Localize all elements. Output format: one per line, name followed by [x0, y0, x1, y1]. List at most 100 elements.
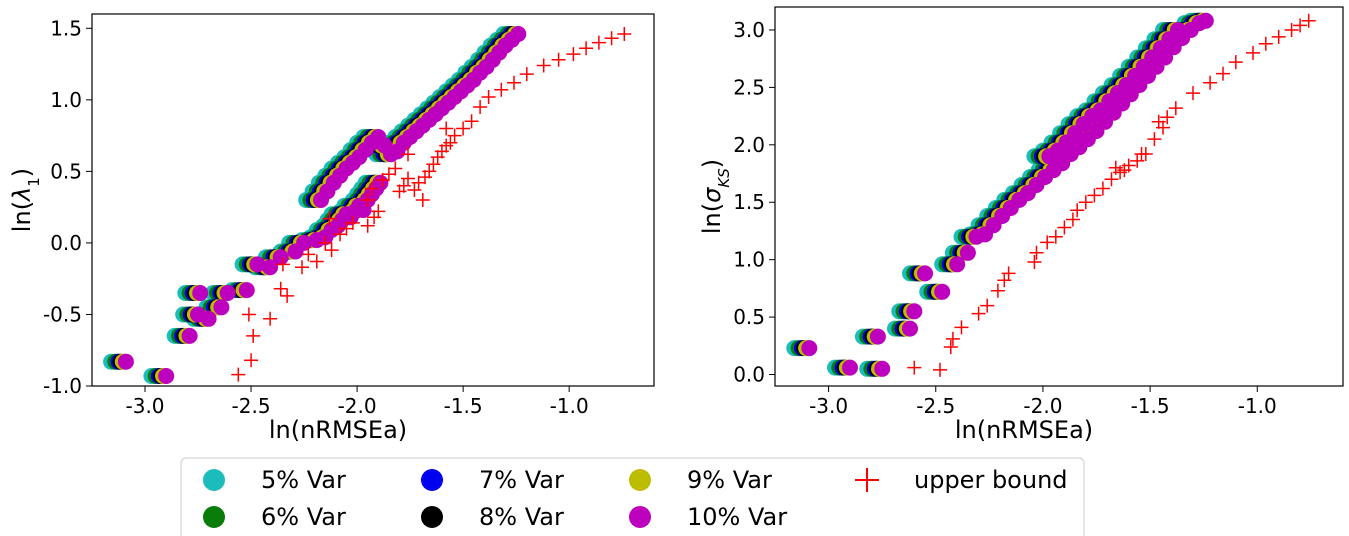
y-tick-label: 1.0	[733, 248, 765, 272]
right-chart-panel: -3.0 -2.5 -2.0 -1.5 -1.00.00.51.01.52.02.53.…	[698, 7, 1343, 444]
upper-bound-marker	[280, 289, 294, 303]
data-point	[273, 249, 289, 265]
y-tick-label: 1.5	[733, 190, 765, 214]
upper-bound-marker	[325, 243, 339, 257]
upper-bound-marker	[1229, 55, 1243, 69]
legend-label: 10% Var	[687, 503, 787, 531]
upper-bound-marker	[1096, 182, 1110, 196]
data-point	[192, 285, 208, 301]
upper-bound-marker	[1259, 37, 1273, 51]
data-point	[842, 360, 858, 376]
upper-bound-marker	[1040, 235, 1054, 249]
y-axis-label: ln(λ1)	[8, 168, 43, 232]
y-tick-label: -0.5	[43, 302, 82, 326]
legend-label: upper bound	[914, 466, 1068, 494]
data-point	[220, 285, 236, 301]
data-point	[917, 265, 933, 281]
upper-bound-marker	[946, 332, 960, 346]
data-point	[874, 361, 890, 377]
legend-label: 5% Var	[261, 466, 346, 494]
upper-bound-marker	[231, 368, 245, 382]
upper-bound-marker	[537, 59, 551, 73]
upper-bound-marker	[1169, 101, 1183, 115]
x-tick-label: -2.0	[338, 394, 377, 418]
upper-bound-marker	[605, 31, 619, 45]
y-tick-label: 1.0	[50, 88, 82, 112]
y-tick-label: -1.0	[43, 374, 82, 398]
x-tick-label: -1.5	[444, 394, 483, 418]
upper-bound-marker	[361, 219, 375, 233]
upper-bound-marker	[465, 114, 479, 128]
upper-bound-marker	[907, 361, 921, 375]
series-upper-bound	[231, 27, 631, 382]
data-point	[118, 354, 134, 370]
upper-bound-marker	[295, 260, 309, 274]
upper-bound-marker	[617, 27, 631, 41]
upper-bound-marker	[1049, 230, 1063, 244]
upper-bound-marker	[980, 299, 994, 313]
upper-bound-marker	[579, 41, 593, 55]
upper-bound-marker	[944, 340, 958, 354]
x-tick-label: -1.0	[1238, 394, 1277, 418]
upper-bound-marker	[416, 193, 430, 207]
upper-bound-marker	[494, 83, 508, 97]
x-axis-label: ln(nRMSEa)	[269, 416, 407, 444]
data-point	[1198, 13, 1214, 29]
upper-bound-marker	[933, 363, 947, 377]
legend-marker	[421, 469, 443, 491]
upper-bound-marker	[246, 329, 260, 343]
data-point	[906, 303, 922, 319]
x-tick-label: -3.0	[126, 394, 165, 418]
plot-area	[786, 13, 1315, 377]
series-upper-bound	[907, 14, 1315, 377]
upper-bound-marker	[1203, 76, 1217, 90]
x-tick-label: -3.0	[809, 394, 848, 418]
upper-bound-marker	[1186, 86, 1200, 100]
data-point	[158, 368, 174, 384]
data-point	[870, 329, 886, 345]
upper-bound-marker	[244, 353, 258, 367]
upper-bound-marker	[552, 53, 566, 67]
x-tick-label: -2.5	[916, 394, 955, 418]
upper-bound-marker	[482, 90, 496, 104]
upper-bound-marker	[439, 122, 453, 136]
upper-bound-marker	[388, 162, 402, 176]
y-tick-label: 0.0	[50, 231, 82, 255]
upper-bound-marker	[972, 307, 986, 321]
legend-marker	[203, 506, 225, 528]
upper-bound-marker	[310, 255, 324, 269]
upper-bound-marker	[473, 100, 487, 114]
y-tick-label: 0.5	[50, 159, 82, 183]
upper-bound-marker	[1216, 67, 1230, 81]
data-point	[960, 245, 976, 261]
legend-label: 8% Var	[479, 503, 564, 531]
upper-bound-marker	[1272, 30, 1286, 44]
left-chart-panel: -3.0 -2.5 -2.0 -1.5 -1.0-1.0-0.50.00.51.01.5…	[8, 14, 654, 444]
legend-label: 9% Var	[687, 466, 772, 494]
legend-label: 7% Var	[479, 466, 564, 494]
x-axis-label: ln(nRMSEa)	[955, 416, 1093, 444]
y-tick-label: 2.0	[733, 133, 765, 157]
data-point	[934, 284, 950, 300]
data-point	[1170, 22, 1186, 38]
legend-marker	[421, 506, 443, 528]
upper-bound-marker	[274, 282, 288, 296]
y-tick-label: 0.5	[733, 305, 765, 329]
upper-bound-marker	[520, 67, 534, 81]
upper-bound-marker	[1057, 221, 1071, 235]
upper-bound-marker	[507, 76, 521, 90]
upper-bound-marker	[1246, 46, 1260, 60]
data-point	[902, 321, 918, 337]
data-point	[510, 26, 526, 42]
data-point	[213, 299, 229, 315]
legend-marker	[203, 469, 225, 491]
legend-marker	[629, 469, 651, 491]
upper-bound-marker	[263, 312, 277, 326]
upper-bound-marker	[1030, 246, 1044, 260]
data-point	[239, 282, 255, 298]
data-point	[201, 311, 217, 327]
upper-bound-marker	[1079, 195, 1093, 209]
upper-bound-marker	[1147, 132, 1161, 146]
upper-bound-marker	[1027, 255, 1041, 269]
